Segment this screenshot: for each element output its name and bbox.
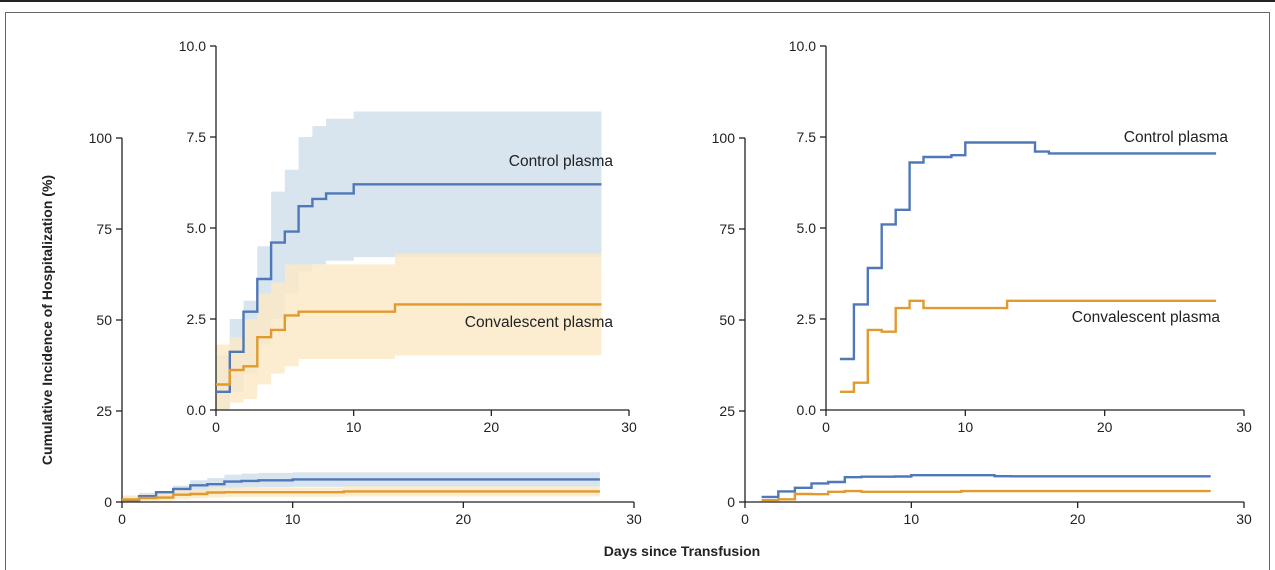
left-inset-control-line [216,183,602,393]
left-inset-x-tick-label: 10 [346,419,362,435]
left-inset-x-tick-label: 30 [621,419,637,435]
left-inset-y-tick-label: 10.0 [179,38,206,54]
x-axis-title: Days since Transfusion [604,543,760,559]
right-inset-x-tick-label: 10 [958,419,974,435]
right-inset-y-tick-label: 0.0 [797,402,817,418]
right-inset-x-tick-label: 20 [1097,419,1113,435]
right-main-y-tick-label: 100 [712,130,736,146]
right-inset-control-label: Control plasma [1124,129,1229,146]
right-main-x-tick-label: 20 [1070,511,1086,527]
left-inset-control-label: Control plasma [509,153,614,170]
left-main-x-tick-label: 20 [456,511,472,527]
right-main-y-tick-label: 50 [719,312,735,328]
right-inset-convalescent-line [839,299,1217,393]
frame-inner-top-border [5,12,1270,13]
right-inset-x-tick-label: 0 [822,419,830,435]
y-axis-title: Cumulative Incidence of Hospitalization … [39,175,55,465]
frame-top-rule [0,0,1275,2]
frame-right-border [1269,12,1270,570]
left-inset-y-tick-label: 7.5 [187,129,207,145]
left-inset-convalescent-ci-band [216,253,602,410]
right-inset-y-tick-label: 7.5 [797,129,817,145]
right-main-x-tick-label: 0 [741,511,749,527]
left-main-y-tick-label: 100 [89,130,113,146]
left-inset-x-tick-label: 20 [484,419,500,435]
right-main-y-tick-label: 25 [719,403,735,419]
right-main-x-tick-label: 30 [1236,511,1252,527]
right-inset-control-line [839,141,1217,361]
right-inset-convalescent-label: Convalescent plasma [1072,309,1221,326]
left-main-control-line [122,478,600,502]
chart-right-inset: 0 10 20 30 0.0 2.5 5.0 7.5 10.0 Control plasma Con… [789,38,1252,435]
right-inset-y-tick-label: 10.0 [789,38,816,54]
left-main-y-tick-label: 50 [96,312,112,328]
left-main-x-tick-label: 30 [626,511,642,527]
right-main-y-tick-label: 0 [727,494,735,510]
right-main-y-tick-label: 75 [719,221,735,237]
right-inset-y-tick-label: 5.0 [797,220,817,236]
right-inset-y-tick-label: 2.5 [797,311,817,327]
left-inset-x-tick-label: 0 [212,419,220,435]
right-inset-x-tick-label: 30 [1236,419,1252,435]
left-inset-control-ci-band [216,111,602,410]
chart-left-inset: 0 10 20 30 0.0 2.5 5.0 7.5 10.0 Control plasma Con… [179,38,637,435]
left-main-convalescent-line [122,490,600,501]
left-main-x-tick-label: 0 [118,511,126,527]
left-main-x-tick-label: 10 [285,511,301,527]
frame-left-border [5,12,6,570]
right-main-convalescent-line [761,489,1211,502]
left-main-y-tick-label: 75 [96,221,112,237]
left-inset-convalescent-line [216,303,602,386]
left-inset-y-tick-label: 2.5 [187,311,207,327]
left-inset-convalescent-label: Convalescent plasma [465,314,614,331]
left-main-y-tick-label: 25 [96,403,112,419]
right-main-control-line [761,474,1211,499]
right-main-x-tick-label: 10 [904,511,920,527]
left-main-y-tick-label: 0 [104,494,112,510]
left-inset-y-tick-label: 0.0 [187,402,207,418]
left-inset-y-tick-label: 5.0 [187,220,207,236]
